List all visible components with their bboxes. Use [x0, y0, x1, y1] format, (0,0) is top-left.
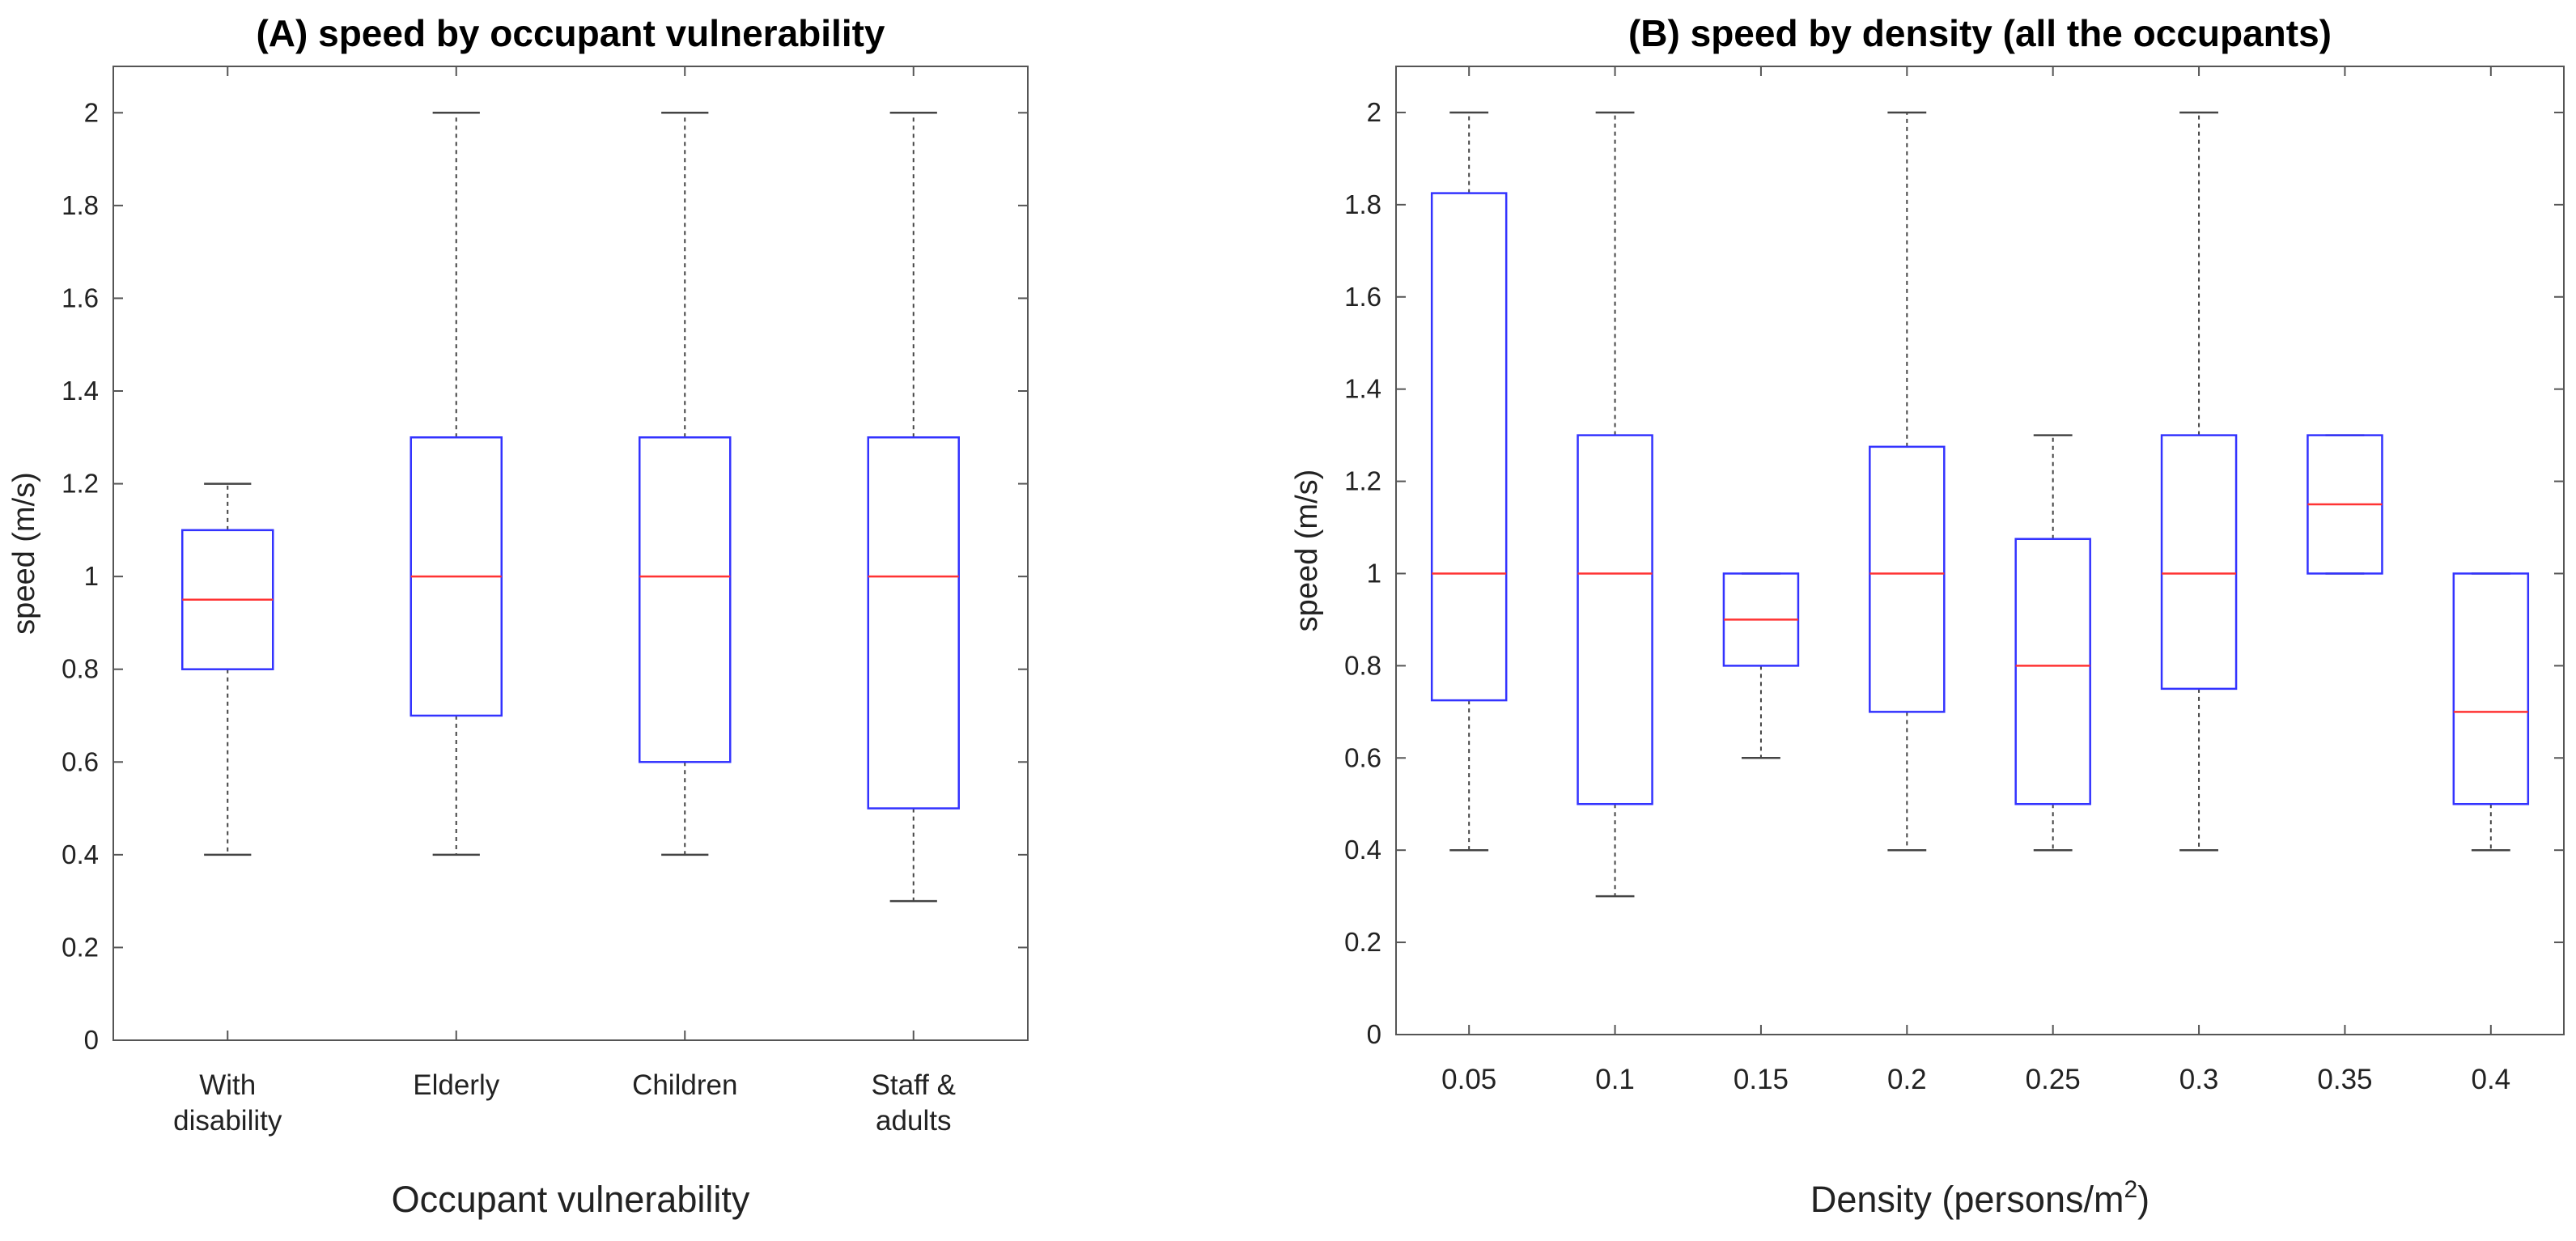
y-tick-label: 2 — [1367, 97, 1381, 127]
chart-title: (B) speed by density (all the occupants) — [1628, 12, 2332, 54]
y-tick-label: 1.4 — [62, 376, 99, 406]
iqr-box — [1869, 445, 1946, 713]
iqr-box — [639, 436, 732, 763]
y-tick-label: 1 — [1367, 558, 1381, 588]
iqr-box — [2452, 572, 2530, 805]
x-axis-label: Density (persons/m2) — [1810, 1176, 2149, 1220]
x-category-label: 0.05 — [1441, 1064, 1496, 1095]
x-category-label: 0.35 — [2317, 1064, 2372, 1095]
box-5 — [2160, 111, 2238, 852]
y-axis-label: speed (m/s) — [7, 472, 41, 635]
x-category-label: 0.2 — [1887, 1064, 1927, 1095]
box-1 — [410, 112, 503, 856]
box-3 — [867, 112, 960, 903]
box-0 — [181, 482, 274, 856]
x-axis-label-superscript: 2 — [2124, 1176, 2137, 1203]
y-tick-label: 1 — [84, 561, 99, 591]
box-4 — [2014, 434, 2091, 852]
y-axis-label: speed (m/s) — [1290, 470, 1324, 632]
y-tick-label: 0 — [1367, 1019, 1381, 1049]
y-tick-label: 1.2 — [1344, 466, 1381, 496]
box-0 — [1430, 111, 1508, 852]
box-6 — [2307, 434, 2383, 575]
y-tick-label: 0 — [84, 1025, 99, 1055]
x-category-label: 0.3 — [2179, 1064, 2219, 1095]
axes-frame — [1395, 66, 2565, 1035]
iqr-box — [1577, 434, 1653, 805]
y-tick-label: 1.8 — [1344, 189, 1381, 219]
panel-a-speed-by-vulnerability: 0 0.2 0.4 0.6 0.8 1 1.2 1.4 1.6 1.8 2 With disabilit… — [7, 12, 1029, 1220]
y-tick-label: 0.8 — [62, 654, 99, 684]
x-category-label: 0.1 — [1595, 1064, 1635, 1095]
box-3 — [1869, 111, 1946, 852]
axes-frame — [112, 66, 1029, 1041]
x-axis-label: Occupant vulnerability — [392, 1179, 750, 1220]
iqr-box — [2014, 538, 2091, 805]
panel-b-speed-by-density: 0 0.2 0.4 0.6 0.8 1 1.2 1.4 1.6 1.8 2 0.05 0.1 0.15 0.… — [1290, 12, 2565, 1220]
x-category-label: Staff & adults — [872, 1069, 956, 1137]
y-tick-label: 1.6 — [62, 283, 99, 312]
iqr-box — [1430, 192, 1508, 702]
y-tick-label: 0.6 — [62, 746, 99, 776]
x-category-label: 0.15 — [1734, 1064, 1789, 1095]
y-tick-label: 1.2 — [62, 469, 99, 499]
y-tick-label: 0.6 — [1344, 742, 1381, 772]
y-tick-label: 1.6 — [1344, 282, 1381, 312]
box-1 — [1577, 111, 1653, 898]
y-tick-label: 0.8 — [1344, 650, 1381, 680]
iqr-box — [867, 436, 960, 810]
y-tick-label: 0.4 — [1344, 835, 1381, 865]
x-category-label: Elderly — [413, 1069, 499, 1101]
x-category-label: 0.25 — [2026, 1064, 2081, 1095]
y-tick-label: 2 — [84, 97, 99, 127]
chart-title: (A) speed by occupant vulnerability — [256, 12, 885, 54]
x-category-label: 0.4 — [2471, 1064, 2510, 1095]
x-category-label: Children — [632, 1069, 737, 1101]
y-tick-label: 1.4 — [1344, 374, 1381, 404]
iqr-box — [2160, 434, 2238, 691]
y-tick-label: 0.2 — [1344, 927, 1381, 957]
y-tick-label: 0.4 — [62, 839, 99, 869]
y-tick-label: 0.2 — [62, 932, 99, 962]
box-2 — [1722, 572, 1800, 759]
y-tick-label: 1.8 — [62, 190, 99, 220]
box-7 — [2452, 572, 2530, 852]
x-category-label: With disability — [173, 1069, 282, 1137]
box-2 — [639, 112, 732, 856]
